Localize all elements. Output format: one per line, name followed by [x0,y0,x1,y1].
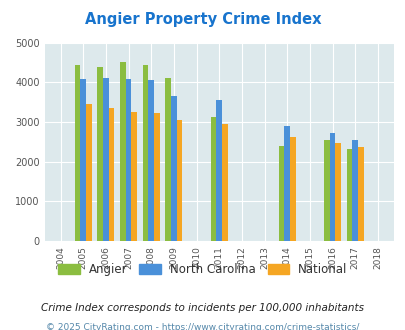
Bar [75,65,80,241]
Bar [109,108,114,241]
Bar [103,78,109,241]
Bar [165,78,171,241]
Bar [278,146,284,241]
Bar [153,113,159,241]
Bar [352,140,357,241]
Bar [284,126,290,241]
Bar [80,79,86,241]
Legend: Angier, North Carolina, National: Angier, North Carolina, National [58,263,347,276]
Text: Angier Property Crime Index: Angier Property Crime Index [85,12,320,26]
Bar [210,117,216,241]
Bar [120,62,126,241]
Bar [176,120,182,241]
Bar [216,100,222,241]
Bar [86,104,92,241]
Bar [222,124,227,241]
Bar [323,140,329,241]
Text: © 2025 CityRating.com - https://www.cityrating.com/crime-statistics/: © 2025 CityRating.com - https://www.city… [46,323,359,330]
Bar [148,80,153,241]
Bar [335,143,340,241]
Text: Crime Index corresponds to incidents per 100,000 inhabitants: Crime Index corresponds to incidents per… [41,303,364,313]
Bar [143,65,148,241]
Bar [131,112,137,241]
Bar [357,147,363,241]
Bar [290,137,295,241]
Bar [97,67,103,241]
Bar [126,79,131,241]
Bar [346,149,352,241]
Bar [171,96,176,241]
Bar [329,133,335,241]
